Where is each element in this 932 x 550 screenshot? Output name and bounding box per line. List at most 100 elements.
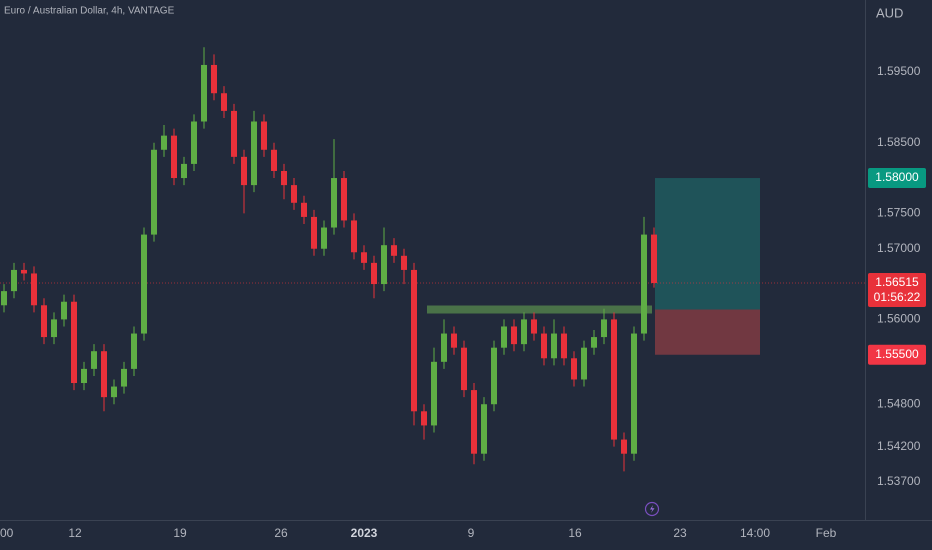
candle-body <box>31 273 37 306</box>
candle-body <box>411 269 417 412</box>
candle-body <box>231 110 237 157</box>
candle-body <box>531 319 537 334</box>
candle-body <box>471 390 477 454</box>
y-tick-label: 1.58500 <box>877 135 921 149</box>
candle-body <box>481 404 487 454</box>
candle-body <box>191 121 197 164</box>
x-tick-label: 9 <box>468 526 475 540</box>
candle-body <box>441 333 447 362</box>
last-price-badge <box>868 273 926 308</box>
support-zone <box>427 305 652 314</box>
plot-area <box>0 47 865 472</box>
candle-body <box>291 185 297 203</box>
candle-body <box>221 93 227 111</box>
candle-body <box>351 220 357 253</box>
candle-body <box>391 245 397 256</box>
y-tick-label: 1.53700 <box>877 474 921 488</box>
candle-body <box>651 234 657 284</box>
stop-price-badge <box>868 344 926 365</box>
candle-body <box>21 269 27 274</box>
candle-body <box>621 439 627 454</box>
candle-body <box>271 149 277 171</box>
candle-body <box>181 163 187 179</box>
y-tick-label: 1.54200 <box>877 439 921 453</box>
x-tick-label: 2023 <box>351 526 378 540</box>
candle-body <box>121 368 127 387</box>
y-tick-label: 1.57000 <box>877 241 921 255</box>
candle-body <box>331 178 337 228</box>
candle-body <box>631 333 637 454</box>
candle-body <box>71 301 77 384</box>
candle-body <box>211 64 217 94</box>
x-tick-label: 12 <box>68 526 82 540</box>
candle-body <box>571 358 577 380</box>
candle-body <box>591 337 597 348</box>
target-price-badge-text: 1.58000 <box>875 170 919 184</box>
candle-body <box>541 333 547 359</box>
last-price-text: 1.56515 <box>875 275 919 289</box>
countdown-text: 01:56:22 <box>874 290 921 304</box>
x-tick-label: 23 <box>673 526 687 540</box>
lightning-icon[interactable] <box>644 501 660 517</box>
x-tick-label: 16 <box>568 526 582 540</box>
currency-label: AUD <box>876 5 903 20</box>
candle-body <box>81 368 87 384</box>
candle-body <box>251 121 257 186</box>
candle-body <box>201 64 207 122</box>
x-tick-label: Feb <box>816 526 837 540</box>
candle-body <box>501 326 507 348</box>
candle-body <box>551 333 557 359</box>
candle-body <box>161 135 167 150</box>
x-tick-label: 26 <box>274 526 288 540</box>
x-tick-label: :00 <box>0 526 14 540</box>
candle-body <box>421 411 427 426</box>
x-tick-label: 14:00 <box>740 526 770 540</box>
candle-body <box>101 351 107 398</box>
candle-body <box>141 234 147 334</box>
candle-body <box>11 269 17 292</box>
candle-body <box>91 351 97 369</box>
candle-body <box>341 178 347 221</box>
y-tick-label: 1.56000 <box>877 312 921 326</box>
x-tick-label: 19 <box>173 526 187 540</box>
y-tick-label: 1.59500 <box>877 64 921 78</box>
candle-body <box>321 227 327 249</box>
candle-body <box>511 326 517 345</box>
candle-body <box>491 347 497 405</box>
y-tick-label: 1.54800 <box>877 396 921 410</box>
stop-price-badge-text: 1.55500 <box>875 347 919 361</box>
candle-body <box>561 333 567 359</box>
candle-body <box>311 216 317 249</box>
candle-body <box>61 301 67 320</box>
candle-body <box>261 121 267 150</box>
candle-body <box>461 347 467 391</box>
candle-body <box>41 305 47 338</box>
candle-body <box>641 234 647 334</box>
candle-body <box>371 262 377 285</box>
candle-body <box>281 170 287 186</box>
candle-body <box>301 202 307 217</box>
y-tick-label: 1.57500 <box>877 206 921 220</box>
candle-body <box>131 333 137 369</box>
candle-body <box>381 245 387 285</box>
candle-body <box>111 386 117 398</box>
candle-body <box>151 149 157 235</box>
candle-body <box>1 291 7 306</box>
candle-body <box>611 319 617 440</box>
candle-body <box>431 361 437 426</box>
candle-body <box>51 319 57 338</box>
chart-title: Euro / Australian Dollar, 4h, VANTAGE <box>4 6 175 17</box>
candle-body <box>171 135 177 179</box>
target-area <box>655 178 760 310</box>
candle-body <box>361 252 367 263</box>
target-price-badge <box>868 168 926 189</box>
candle-body <box>581 347 587 380</box>
candle-body <box>401 255 407 270</box>
candle-body <box>241 156 247 186</box>
candle-body <box>601 319 607 338</box>
stop-area <box>655 309 760 355</box>
candle-body <box>521 319 527 345</box>
candle-body <box>451 333 457 348</box>
